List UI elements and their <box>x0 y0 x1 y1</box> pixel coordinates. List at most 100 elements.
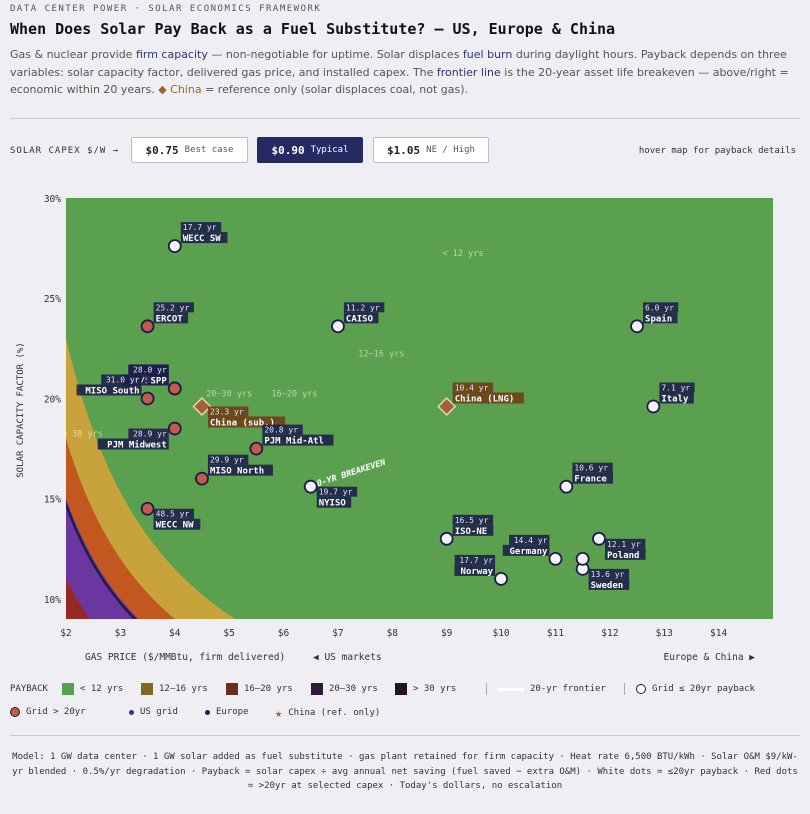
legend-zone-16-20: 16–20 yrs <box>226 683 293 695</box>
payback-label: 28.9 yr <box>133 430 167 439</box>
data-point[interactable] <box>575 551 590 566</box>
y-axis-label: SOLAR CAPACITY FACTOR (%) <box>16 342 26 477</box>
payback-label-bg <box>452 382 494 393</box>
red-dot-marker[interactable] <box>195 471 209 486</box>
white-dot-marker[interactable] <box>548 551 563 566</box>
payback-label-bg <box>588 568 630 579</box>
capex-sub: NE / High <box>426 145 475 155</box>
white-dot-marker[interactable] <box>559 479 574 494</box>
red-dot-marker[interactable] <box>167 381 182 396</box>
red-dot-marker[interactable] <box>140 391 155 406</box>
capex-button-ne-high[interactable]: $1.05 NE / High <box>373 137 489 163</box>
legend-text: US grid <box>140 707 178 717</box>
white-dot-marker[interactable] <box>167 239 182 254</box>
white-dot-icon <box>636 684 646 694</box>
desc-text: Gas & nuclear provide <box>10 48 136 61</box>
legend-text: Grid ≤ 20yr payback <box>652 684 755 694</box>
payback-label: 25.2 yr <box>156 303 190 312</box>
swatch <box>62 683 74 695</box>
x-tick-label: $3 <box>115 628 126 639</box>
legend-frontier: 20-yr frontier <box>498 684 606 694</box>
white-dot-marker[interactable] <box>331 319 345 334</box>
capex-value: $1.05 <box>387 143 421 157</box>
data-point[interactable]: 17.7 yr WECC SW <box>167 222 228 254</box>
data-point[interactable]: 17.7 yr Norway <box>454 554 508 586</box>
name-label-bg <box>122 374 169 386</box>
legend-zone-20-30: 20–30 yrs <box>311 683 378 695</box>
white-dot-marker[interactable] <box>303 479 318 494</box>
white-dot-marker[interactable] <box>439 531 454 546</box>
payback-label: 19.7 yr <box>319 488 353 497</box>
zone-label: 12–16 yrs <box>358 349 404 359</box>
swatch <box>395 683 407 695</box>
y-tick-label: 20% <box>44 394 61 405</box>
data-point[interactable]: 28.0 yr SPP <box>128 364 182 396</box>
payback-label: 20.8 yr <box>264 426 298 435</box>
red-dot-marker[interactable] <box>140 501 155 516</box>
capex-button-best-case[interactable]: $0.75 Best case <box>131 137 248 163</box>
white-dot-marker[interactable] <box>630 319 644 334</box>
payback-label: 17.7 yr <box>459 556 493 565</box>
y-tick-label: 25% <box>44 294 61 305</box>
payback-heatmap[interactable]: < 12 yrs 12–16 yrs 20–30 yrs 16–20 yrs > 30 … <box>0 185 810 675</box>
x-tick-label: $14 <box>710 628 727 639</box>
x-tick-label: $10 <box>492 628 509 639</box>
legend-text: 16–20 yrs <box>244 684 293 694</box>
x-tick-label: $2 <box>60 628 71 639</box>
white-dot-marker[interactable] <box>575 551 590 566</box>
name-label-bg <box>153 312 189 324</box>
red-dot-marker[interactable] <box>167 421 182 436</box>
china-diamond-icon[interactable] <box>437 396 457 417</box>
desc-text: = reference only (solar displaces coal, … <box>201 83 469 96</box>
red-dot-marker[interactable] <box>249 441 264 456</box>
data-point[interactable]: 11.2 yr CAISO <box>331 302 385 334</box>
market-name-label: Spain <box>645 313 672 324</box>
payback-label-bg <box>128 428 169 439</box>
data-point[interactable]: 19.7 yr NYISO <box>303 479 358 509</box>
legend-payback-label: PAYBACK <box>10 684 48 694</box>
europe-dot-icon <box>205 709 210 715</box>
white-dot-marker[interactable] <box>646 399 661 414</box>
data-point[interactable]: 31.0 yr MISO South <box>76 374 155 406</box>
data-point[interactable]: 16.5 yr ISO-NE <box>439 514 494 546</box>
capex-button-typical[interactable]: $0.90 Typical <box>257 137 363 163</box>
data-point[interactable]: 48.5 yr WECC NW <box>140 501 201 531</box>
market-name-label: MISO South <box>85 386 139 396</box>
capex-value: $0.90 <box>271 143 305 157</box>
market-name-label: PJM Midwest <box>107 440 167 451</box>
data-point[interactable]: 25.2 yr ERCOT <box>140 302 194 334</box>
zone-label: 20–30 yrs <box>206 389 252 399</box>
payback-label-bg <box>207 406 249 417</box>
hover-hint: hover map for payback details <box>638 146 796 156</box>
payback-label: 11.2 yr <box>346 303 380 312</box>
data-point[interactable]: 14.4 yr Germany <box>502 534 563 566</box>
data-point[interactable]: 29.9 yr MISO North <box>195 454 273 486</box>
name-label-bg <box>180 232 228 244</box>
data-point[interactable]: 7.1 yr Italy <box>646 382 695 414</box>
data-point[interactable]: 10.6 yr France <box>559 462 613 494</box>
payback-label-bg <box>153 508 194 519</box>
legend-text: China (ref. only) <box>288 708 381 718</box>
china-diamond-icon[interactable] <box>192 396 212 417</box>
red-dot-marker[interactable] <box>140 319 155 334</box>
desc-china: ◆ China <box>158 83 202 96</box>
payback-label-bg <box>604 538 646 549</box>
market-name-label: PJM Mid-Atl <box>264 436 324 447</box>
legend-zone-12-16: 12–16 yrs <box>141 683 208 695</box>
market-name-label: MISO North <box>210 467 264 477</box>
name-label-bg <box>207 464 273 476</box>
data-point[interactable]: 12.1 yr Poland <box>592 531 646 561</box>
swatch <box>141 683 153 695</box>
white-dot-marker[interactable] <box>494 572 508 586</box>
name-label-bg <box>572 472 613 484</box>
market-name-label: WECC SW <box>183 234 222 244</box>
white-dot-marker[interactable] <box>592 531 606 546</box>
payback-label-bg <box>128 364 169 375</box>
desc-fuel-burn: fuel burn <box>462 48 513 61</box>
star-icon: ★ <box>275 706 283 720</box>
